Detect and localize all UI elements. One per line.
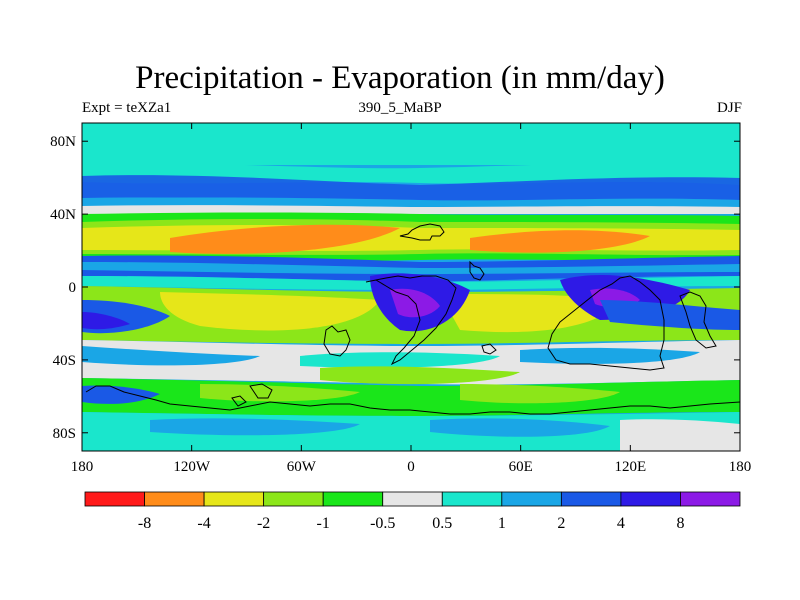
y-tick-label: 80S: [53, 426, 76, 442]
colorbar: -8 -4 -2 -1 -0.5 0.5 1 2 4 8: [84, 491, 741, 532]
colorbar-label: 8: [676, 515, 684, 532]
season-label: DJF: [716, 100, 742, 116]
x-tick-label: 180: [729, 459, 752, 475]
colorbar-swatch: [84, 491, 145, 507]
colorbar-swatch: [441, 491, 503, 507]
period-label: 390_5_MaBP: [358, 100, 442, 116]
experiment-label: Expt = teXZa1: [82, 100, 172, 116]
colorbar-swatch: [322, 491, 384, 507]
x-axis: 180 120W 60W 0 60E 120E 180: [71, 123, 752, 475]
colorbar-swatch: [620, 491, 681, 507]
colorbar-swatch: [203, 491, 265, 507]
x-tick-label: 60E: [509, 459, 533, 475]
colorbar-swatch: [560, 491, 622, 507]
x-tick-label: 0: [407, 459, 415, 475]
y-tick-label: 0: [69, 280, 77, 296]
x-tick-label: 120E: [614, 459, 646, 475]
colorbar-label: -4: [197, 515, 210, 532]
colorbar-swatch: [501, 491, 562, 507]
x-tick-label: 180: [71, 459, 94, 475]
colorbar-label: 2: [557, 515, 565, 532]
y-tick-label: 80N: [50, 134, 76, 150]
colorbar-label: -8: [138, 515, 151, 532]
colorbar-label: -0.5: [370, 515, 395, 532]
y-tick-label: 40N: [50, 207, 76, 223]
colorbar-swatch: [382, 491, 443, 507]
x-tick-label: 120W: [173, 459, 211, 475]
colorbar-swatch: [144, 491, 205, 507]
colorbar-label: 4: [617, 515, 625, 532]
colorbar-swatch: [680, 491, 741, 507]
x-tick-label: 60W: [287, 459, 317, 475]
field-map: [82, 123, 740, 451]
colorbar-label: -1: [317, 515, 330, 532]
colorbar-label: 0.5: [432, 515, 452, 532]
plot-title: Precipitation - Evaporation (in mm/day): [135, 60, 665, 96]
colorbar-label: 1: [498, 515, 506, 532]
colorbar-swatch: [263, 491, 324, 507]
colorbar-label: -2: [257, 515, 270, 532]
y-axis: 80N 40N 0 40S 80S: [50, 134, 740, 442]
y-tick-label: 40S: [53, 353, 76, 369]
